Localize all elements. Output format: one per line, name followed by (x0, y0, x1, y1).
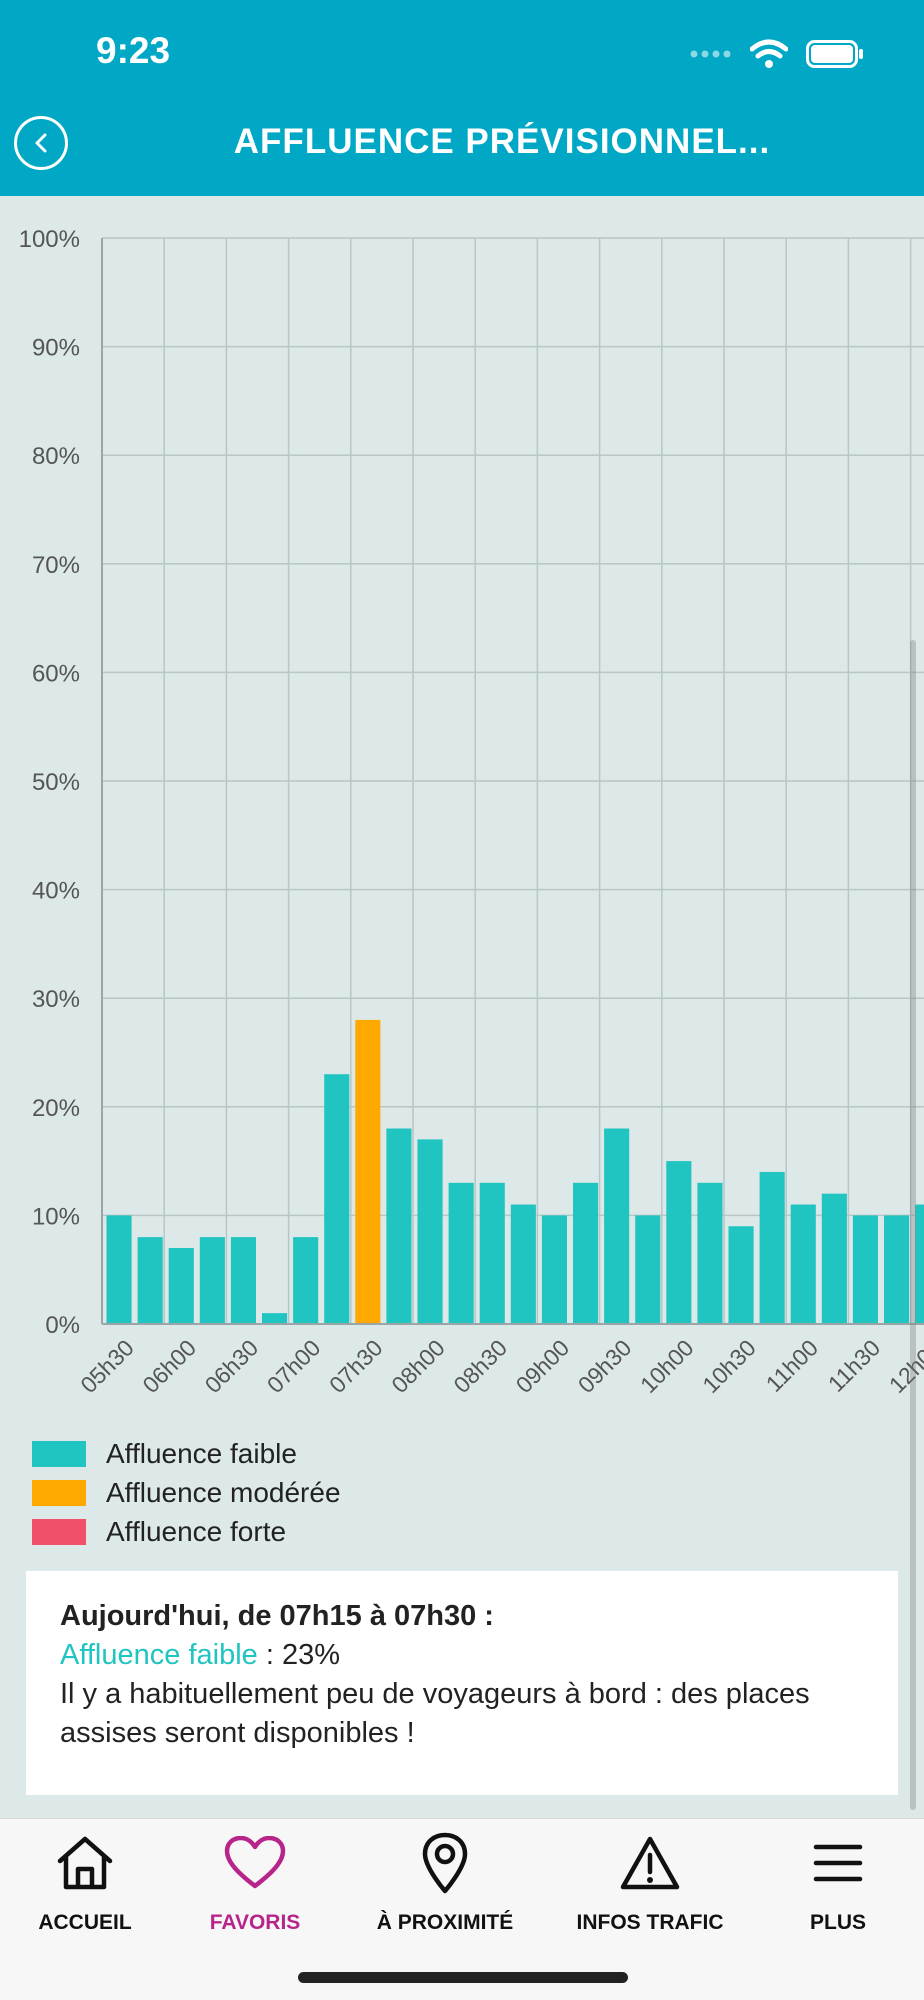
chart-bar (790, 1204, 816, 1324)
info-card: Aujourd'hui, de 07h15 à 07h30 : Affluenc… (26, 1571, 898, 1795)
chart-svg: 0%10%20%30%40%50%60%70%80%90%100%05h3006… (19, 226, 924, 1398)
chevron-left-icon (35, 133, 47, 153)
tab-label-accueil: ACCUEIL (38, 1911, 132, 1934)
chart-bar (510, 1204, 536, 1324)
info-description: Il y a habituellement peu de voyageurs à… (60, 1678, 810, 1749)
chart-bar (479, 1182, 505, 1324)
x-tick-label: 11h30 (823, 1334, 885, 1396)
y-tick-label: 0% (45, 1312, 80, 1339)
tab-label-favoris: FAVORIS (209, 1911, 301, 1934)
legend-label-forte: Affluence forte (106, 1515, 287, 1547)
chart-bar (604, 1128, 630, 1324)
tab-favoris[interactable]: FAVORIS (163, 1819, 347, 1939)
warning-icon (620, 1836, 680, 1890)
y-tick-label: 60% (32, 660, 80, 687)
y-tick-label: 90% (32, 335, 80, 362)
y-tick-label: 10% (32, 1203, 80, 1230)
y-tick-label: 70% (32, 552, 80, 579)
info-level-value: : 23% (257, 1639, 340, 1671)
y-tick-label: 30% (32, 986, 80, 1013)
location-pin-icon (422, 1832, 468, 1894)
chart-bar (728, 1226, 754, 1324)
chart-bar (697, 1182, 723, 1324)
legend-label-moderee: Affluence modérée (106, 1476, 341, 1508)
x-tick-label: 07h30 (324, 1334, 388, 1396)
chart-bar (199, 1237, 225, 1324)
home-icon (57, 1836, 113, 1890)
chart-bar (355, 1019, 381, 1324)
y-tick-label: 80% (32, 443, 80, 470)
chart-bar (230, 1237, 256, 1324)
chart-bar (137, 1237, 163, 1324)
y-tick-label: 20% (32, 1095, 80, 1122)
tab-accueil[interactable]: ACCUEIL (0, 1819, 177, 1939)
info-level-line: Affluence faible : 23% (60, 1636, 864, 1675)
back-button[interactable] (14, 116, 68, 170)
status-icons (690, 34, 864, 74)
chart-bar (666, 1161, 692, 1324)
x-tick-label: 06h00 (137, 1334, 201, 1396)
legend-item-forte: Affluence forte (32, 1512, 341, 1551)
legend-item-moderee: Affluence modérée (32, 1473, 341, 1512)
chart-legend: Affluence faible Affluence modérée Afflu… (32, 1434, 341, 1551)
chart-bar (852, 1215, 878, 1324)
chart-bar (915, 1204, 924, 1324)
y-tick-label: 50% (32, 769, 80, 796)
battery-icon (806, 40, 863, 68)
chart-bar (293, 1237, 319, 1324)
tab-bar: ACCUEIL FAVORIS À PROXIMITÉ (0, 1818, 924, 2000)
x-tick-label: 09h00 (511, 1334, 575, 1396)
info-heading: Aujourd'hui, de 07h15 à 07h30 : (60, 1600, 494, 1632)
x-tick-label: 08h00 (386, 1334, 450, 1396)
legend-swatch-forte (32, 1518, 86, 1545)
signal-icon (690, 50, 731, 58)
chart-bar (417, 1139, 443, 1324)
chart-bar (386, 1128, 412, 1324)
legend-label-faible: Affluence faible (106, 1437, 297, 1469)
x-tick-label: 07h00 (262, 1334, 326, 1396)
x-tick-label: 05h30 (75, 1334, 139, 1396)
tab-label-plus: PLUS (809, 1911, 866, 1934)
menu-icon (813, 1844, 863, 1882)
header: 9:23 AFFLUENCE PRÉVIS (0, 0, 924, 196)
x-tick-label: 11h00 (761, 1334, 823, 1396)
tab-plus[interactable]: PLUS (746, 1819, 924, 1939)
x-tick-label: 06h30 (200, 1334, 264, 1396)
y-tick-label: 40% (32, 878, 80, 905)
chart-bar (324, 1074, 350, 1324)
x-tick-label: 09h30 (573, 1334, 637, 1396)
x-tick-label: 12h00 (884, 1334, 924, 1396)
info-level-label: Affluence faible (60, 1639, 258, 1671)
chart-bar (262, 1313, 288, 1324)
chart-bar (168, 1247, 194, 1324)
page-title: AFFLUENCE PRÉVISIONNEL... (233, 122, 771, 161)
tab-label-infos-trafic: INFOS TRAFIC (576, 1911, 724, 1934)
legend-swatch-faible (32, 1440, 86, 1467)
legend-item-faible: Affluence faible (32, 1434, 341, 1473)
chart-bar (106, 1215, 132, 1324)
chart-bar (759, 1171, 785, 1324)
chart-bar (821, 1193, 847, 1324)
wifi-icon (750, 39, 788, 68)
x-tick-label: 10h30 (697, 1334, 761, 1396)
chart-bar (635, 1215, 661, 1324)
chart-bar (573, 1182, 599, 1324)
x-tick-label: 10h00 (635, 1334, 699, 1396)
status-time: 9:23 (96, 30, 171, 71)
tab-infos-trafic[interactable]: INFOS TRAFIC (558, 1819, 742, 1939)
y-tick-label: 100% (19, 226, 80, 253)
scrollbar[interactable] (910, 640, 916, 1810)
home-indicator (298, 1972, 628, 1983)
chart-bar (884, 1215, 910, 1324)
affluence-chart: 0% 10% 20% 30% 40% 50% 60% 70% 80% 90% 100% 05h30 06… (0, 196, 924, 1398)
heart-icon (224, 1836, 286, 1889)
tab-label-a-proximite: À PROXIMITÉ (376, 1911, 514, 1934)
chart-bar (448, 1182, 474, 1324)
legend-swatch-moderee (32, 1479, 86, 1506)
chart-bar (541, 1215, 567, 1324)
tab-a-proximite[interactable]: À PROXIMITÉ (353, 1819, 537, 1939)
x-tick-label: 08h30 (448, 1334, 512, 1396)
